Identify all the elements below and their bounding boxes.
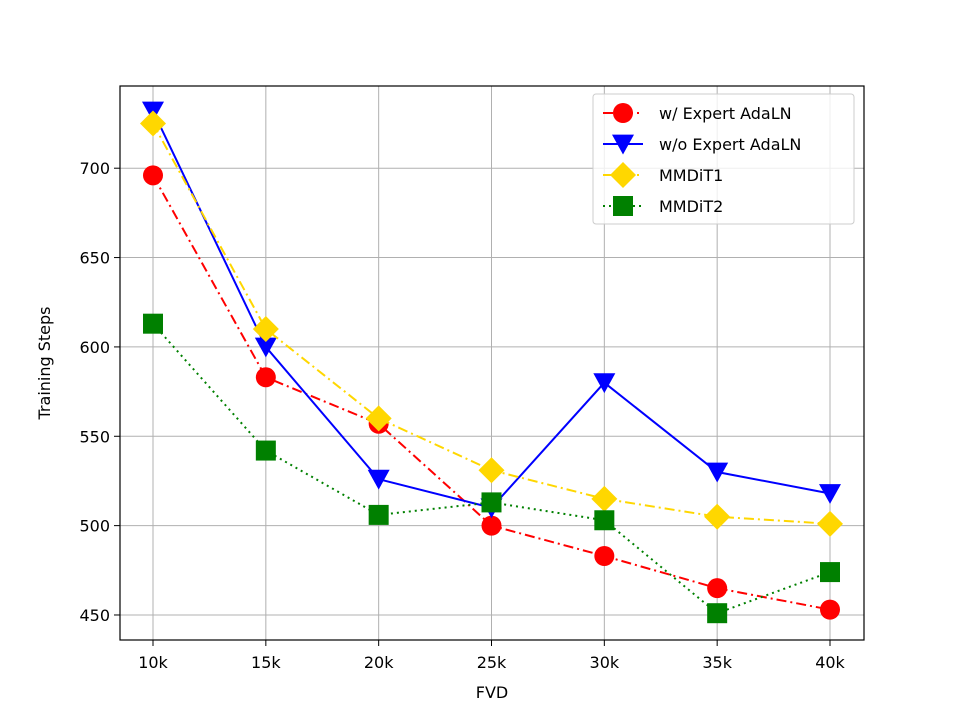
y-tick-label: 650 [79, 249, 110, 268]
data-point [594, 510, 615, 531]
legend-label: w/o Expert AdaLN [659, 135, 801, 154]
grid [120, 86, 864, 640]
data-point [594, 546, 615, 567]
axis-ticks: 10k 15k 20k 25k 30k 35k 40k 450 500 550 600 650 700 [79, 159, 845, 672]
legend-marker [610, 162, 636, 188]
x-tick-label: 15k [251, 653, 281, 672]
x-tick-label: 25k [477, 653, 507, 672]
data-point [820, 599, 840, 620]
legend-marker [613, 196, 633, 216]
legend-label: w/ Expert AdaLN [659, 104, 792, 123]
data-point [143, 165, 163, 186]
data-point [707, 603, 728, 624]
y-tick-label: 450 [79, 606, 110, 625]
data-point [819, 484, 841, 504]
x-axis-label: FVD [476, 683, 508, 702]
data-point [255, 367, 276, 388]
data-point [365, 405, 392, 432]
data-point [252, 316, 279, 343]
data-point [478, 457, 505, 484]
series-3 [140, 110, 843, 537]
series-group [140, 101, 843, 624]
y-axis-label: Training Steps [35, 307, 54, 421]
x-tick-label: 20k [364, 653, 394, 672]
data-point [143, 313, 163, 334]
legend-item: w/ Expert AdaLN [603, 103, 792, 123]
x-tick-label: 10k [138, 653, 168, 672]
data-point [481, 515, 502, 536]
data-point [367, 469, 390, 490]
y-tick-label: 500 [79, 517, 110, 536]
legend: w/ Expert AdaLN w/o Expert AdaLN MMDiT1 MMD… [592, 93, 855, 225]
y-tick-label: 700 [79, 159, 110, 178]
legend-item: w/o Expert AdaLN [603, 134, 801, 155]
y-tick-label: 550 [79, 427, 110, 446]
legend-box [592, 93, 855, 225]
data-point [817, 510, 843, 537]
data-point [706, 462, 729, 483]
data-point [481, 492, 502, 513]
x-tick-label: 35k [702, 653, 732, 672]
data-point [254, 337, 277, 358]
legend-marker [612, 134, 634, 155]
data-point [140, 110, 166, 137]
data-point [820, 562, 840, 583]
legend-label: MMDiT2 [659, 197, 723, 216]
legend-marker [613, 103, 633, 123]
data-point [707, 578, 728, 599]
data-point [704, 503, 731, 530]
y-tick-label: 600 [79, 338, 110, 357]
x-tick-label: 30k [590, 653, 620, 672]
data-point [593, 373, 616, 394]
data-point [368, 504, 389, 525]
legend-label: MMDiT1 [659, 166, 723, 185]
x-tick-label: 40k [815, 653, 845, 672]
legend-item: MMDiT1 [603, 162, 723, 188]
data-point [591, 485, 618, 512]
series-4 [143, 313, 840, 624]
data-point [255, 440, 276, 461]
legend-item: MMDiT2 [603, 196, 723, 216]
